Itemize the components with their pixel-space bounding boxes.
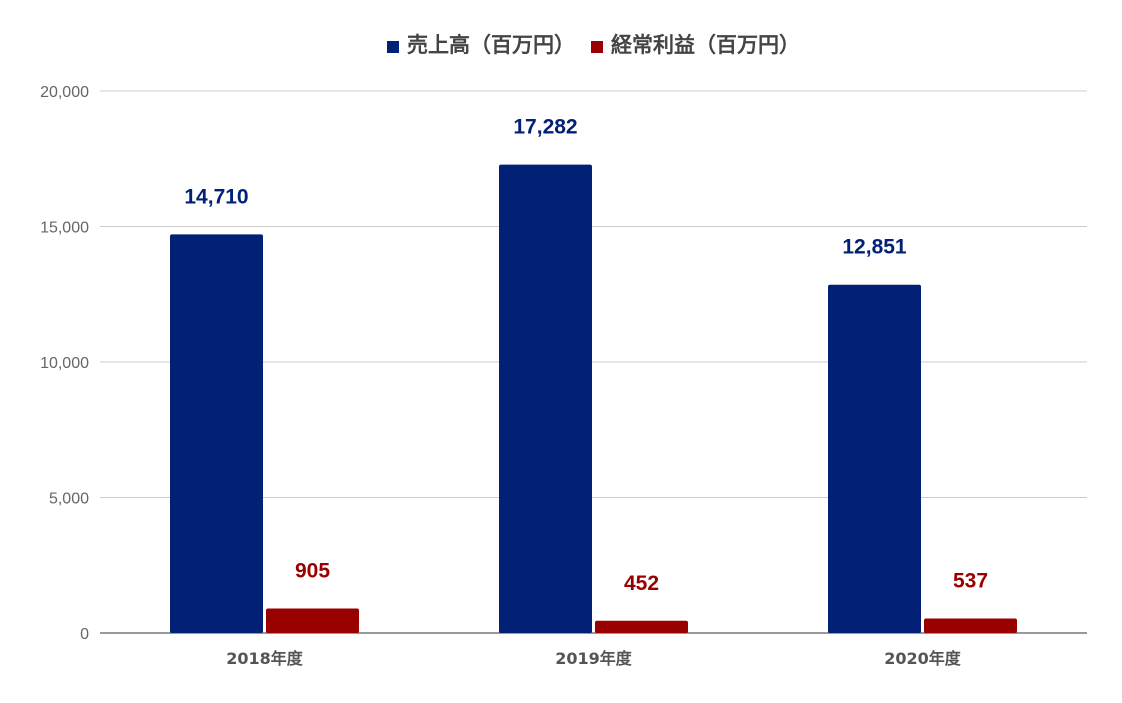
legend-swatch (387, 41, 399, 53)
data-labels: 14,710 905 17,282 452 12,851 537 (184, 116, 988, 595)
bars (170, 164, 1017, 633)
y-tick-label: 5,000 (49, 491, 89, 508)
x-tick-label: 2018年度 (226, 649, 304, 668)
y-tick-label: 10,000 (40, 355, 89, 372)
legend: 売上高（百万円） 経常利益（百万円） (387, 33, 800, 57)
bar-series-1-0 (266, 608, 359, 633)
x-tick-label: 2020年度 (884, 649, 962, 668)
bar-series-1-2 (924, 618, 1017, 633)
data-label-series-0-1: 17,282 (513, 116, 577, 139)
y-tick-label: 20,000 (40, 84, 89, 101)
legend-label: 経常利益（百万円） (611, 33, 800, 57)
bar-series-0-1 (499, 164, 592, 633)
bar-series-0-2 (828, 284, 921, 633)
y-tick-label: 15,000 (40, 220, 89, 237)
bar-series-0-0 (170, 234, 263, 633)
legend-item-0: 売上高（百万円） (387, 33, 575, 57)
legend-swatch (591, 41, 603, 53)
y-tick-label: 0 (80, 626, 89, 643)
legend-label: 売上高（百万円） (407, 33, 575, 57)
data-label-series-1-0: 905 (295, 559, 330, 582)
data-label-series-1-1: 452 (624, 572, 659, 595)
x-tick-label: 2019年度 (555, 649, 633, 668)
y-axis-ticks: 0 5,000 10,000 15,000 20,000 (40, 84, 89, 643)
bar-series-1-1 (595, 620, 688, 633)
data-label-series-1-2: 537 (953, 569, 988, 592)
data-label-series-0-2: 12,851 (842, 236, 907, 259)
x-axis-ticks: 2018年度 2019年度 2020年度 (226, 649, 962, 668)
gridlines (100, 90, 1087, 634)
data-label-series-0-0: 14,710 (184, 185, 248, 208)
legend-item-1: 経常利益（百万円） (591, 33, 800, 57)
